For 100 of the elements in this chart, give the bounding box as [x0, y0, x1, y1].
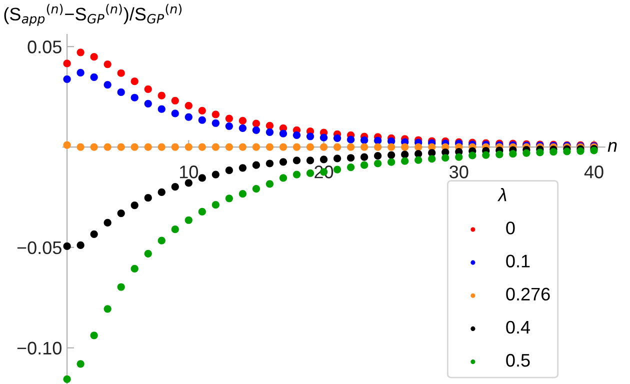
point — [117, 283, 125, 291]
point — [238, 190, 246, 198]
point — [401, 143, 409, 151]
point — [184, 179, 192, 187]
point — [90, 73, 98, 81]
point — [266, 180, 274, 188]
point — [158, 188, 166, 196]
point — [158, 105, 166, 113]
point — [238, 124, 246, 132]
point — [374, 143, 382, 151]
point — [374, 136, 382, 144]
point — [414, 156, 422, 164]
point — [238, 164, 246, 172]
point — [225, 166, 233, 174]
point — [279, 158, 288, 166]
point — [212, 110, 220, 118]
point — [184, 113, 192, 121]
point — [414, 150, 422, 158]
point — [320, 156, 328, 164]
point — [266, 128, 274, 136]
point — [76, 241, 84, 250]
point — [442, 154, 450, 162]
point — [117, 143, 125, 151]
point — [252, 143, 260, 151]
point — [346, 136, 355, 144]
point — [414, 143, 422, 151]
point — [292, 131, 301, 139]
point — [292, 170, 301, 178]
point — [306, 143, 314, 151]
point — [225, 143, 233, 151]
point — [212, 170, 220, 178]
point — [346, 143, 355, 151]
point — [76, 68, 84, 77]
x-tick-label: 10 — [180, 166, 198, 178]
point — [360, 136, 368, 144]
legend-label: 0.4 — [506, 320, 530, 334]
point — [306, 169, 314, 177]
x-axis-title: n — [608, 142, 617, 152]
y-tick-label: −0.10 — [17, 342, 62, 355]
point — [90, 143, 98, 151]
point — [63, 75, 71, 83]
y-tick-label: 0.05 — [28, 40, 62, 54]
point — [388, 158, 396, 166]
point — [374, 152, 382, 160]
point — [333, 154, 342, 162]
point — [117, 88, 125, 96]
point — [401, 150, 409, 158]
point — [130, 78, 138, 86]
point — [306, 132, 314, 140]
point — [117, 69, 125, 77]
point — [292, 156, 301, 164]
point — [104, 305, 112, 313]
point — [509, 150, 517, 158]
point — [346, 154, 355, 162]
legend-title: λ — [497, 188, 506, 202]
point — [333, 143, 342, 151]
point — [104, 143, 112, 151]
point — [482, 151, 490, 159]
point — [333, 166, 342, 174]
point — [536, 148, 544, 156]
point — [130, 143, 138, 151]
point — [76, 48, 84, 56]
point — [63, 141, 71, 149]
legend-label: 0 — [506, 222, 515, 234]
point — [279, 130, 288, 138]
point — [360, 143, 368, 151]
point — [320, 134, 328, 142]
point — [225, 194, 233, 202]
point — [171, 182, 179, 191]
point — [76, 360, 84, 368]
point — [252, 120, 260, 128]
point — [63, 242, 71, 250]
point — [252, 184, 260, 193]
text: (S$_{app}$$^{(n)}$−S$_{GP}$$^{(n)}$)/S$_{GP}$$^{(n)}$ — [4, 4, 182, 26]
point — [320, 143, 328, 151]
point — [144, 143, 152, 151]
point — [279, 143, 288, 151]
point — [90, 332, 98, 340]
point — [198, 174, 206, 182]
point — [401, 157, 409, 165]
point — [225, 114, 233, 122]
point — [266, 122, 274, 130]
legend-label: 0.5 — [506, 354, 530, 367]
point — [104, 218, 112, 227]
point — [76, 143, 84, 151]
point — [130, 201, 138, 210]
point — [455, 153, 463, 161]
point — [266, 143, 274, 151]
point — [212, 201, 220, 209]
point — [388, 151, 396, 159]
point — [563, 148, 571, 156]
x-tick-label: 30 — [450, 166, 468, 178]
point — [238, 116, 246, 125]
point — [388, 143, 396, 151]
point — [171, 96, 179, 104]
legend-label: 0.276 — [506, 288, 550, 301]
point — [130, 264, 138, 273]
point — [238, 143, 246, 151]
point — [496, 150, 504, 158]
point — [225, 122, 233, 130]
